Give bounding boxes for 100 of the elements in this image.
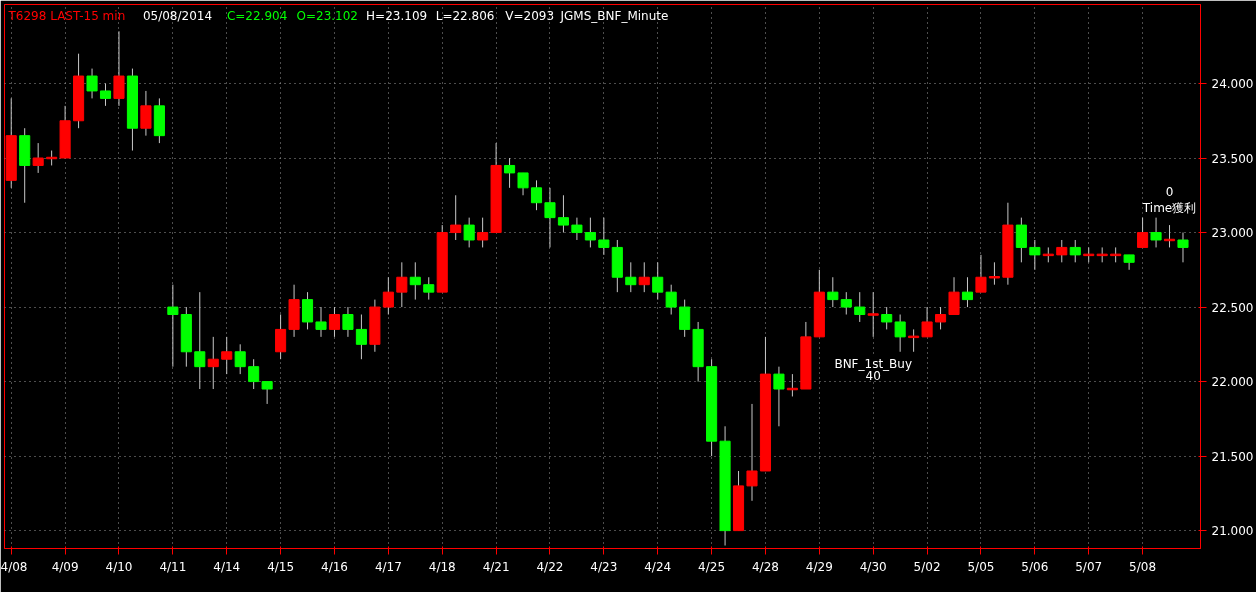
y-tick-label: 24.000	[1211, 76, 1254, 91]
y-tick-label: 21.000	[1211, 524, 1254, 539]
candlestick	[988, 261, 1000, 286]
candlestick	[221, 336, 233, 375]
x-tick-label: 5/08	[1129, 559, 1157, 574]
candlestick	[827, 276, 839, 308]
x-tick-label: 4/10	[105, 559, 133, 574]
candlestick	[86, 68, 98, 99]
candlestick	[665, 284, 677, 316]
candlestick	[234, 343, 246, 375]
candlestick	[423, 276, 435, 301]
candlestick	[840, 291, 852, 316]
candlestick	[409, 261, 421, 301]
candlestick	[544, 187, 556, 248]
x-tick-label: 5/06	[1021, 559, 1049, 574]
candlestick	[328, 306, 341, 338]
candlestick	[517, 172, 529, 196]
x-tick-label: 5/02	[913, 559, 941, 574]
candlestick	[396, 261, 408, 308]
candlestick	[355, 314, 367, 360]
x-tick-label: 4/16	[321, 559, 348, 574]
x-tick-label: 4/23	[590, 559, 618, 574]
candlestick	[32, 142, 44, 174]
annotation: V=2093	[505, 8, 555, 23]
candlestick	[477, 217, 489, 248]
annotation: BNF_1st_Buy	[834, 356, 913, 371]
x-tick-label: 4/18	[428, 559, 456, 574]
candlestick	[504, 157, 516, 189]
annotation: C=22.904	[226, 8, 288, 23]
candlestick	[382, 276, 394, 316]
candlestick	[935, 306, 947, 330]
x-tick-label: 4/30	[859, 559, 887, 574]
candlestick	[652, 261, 664, 301]
candlestick	[598, 217, 610, 256]
candlestick	[557, 194, 569, 234]
annotation: 0	[1165, 184, 1174, 199]
candlestick	[679, 299, 691, 338]
candlestick	[867, 291, 879, 338]
y-tick-label: 23.500	[1211, 151, 1254, 166]
candlestick	[1069, 239, 1081, 263]
candlestick	[961, 276, 974, 308]
x-tick-label: 4/09	[51, 559, 79, 574]
x-tick-label: 4/08	[0, 559, 28, 574]
annotation: O=23.102	[296, 8, 358, 23]
candlestick	[463, 217, 475, 248]
candlestick	[908, 328, 920, 353]
x-tick-label: 5/05	[967, 559, 995, 574]
candlestick	[301, 291, 314, 330]
y-tick-label: 22.500	[1211, 300, 1254, 315]
candlestick	[921, 306, 933, 338]
candlestick	[571, 217, 583, 241]
candlestick	[584, 217, 596, 248]
candlestick	[638, 261, 650, 293]
x-tick-label: 4/22	[536, 559, 564, 574]
annotation: L=22.806	[435, 8, 495, 23]
y-tick-label: 22.000	[1211, 375, 1254, 390]
x-tick-label: 4/28	[751, 559, 779, 574]
candlestick	[894, 314, 906, 353]
candlestick	[342, 306, 354, 338]
candlestick	[1015, 217, 1027, 263]
candlestick	[1137, 217, 1149, 248]
y-tick-label: 23.000	[1211, 226, 1254, 241]
candlestick	[315, 306, 327, 338]
candlestick	[261, 381, 273, 405]
candlestick	[450, 194, 462, 241]
candlestick	[275, 314, 287, 360]
x-tick-label: 4/25	[698, 559, 726, 574]
candlestick	[746, 403, 758, 502]
candlestick	[167, 284, 179, 368]
x-tick-label: 4/15	[267, 559, 295, 574]
candlestick	[99, 82, 112, 107]
annotation: JGMS_BNF_Minute	[559, 8, 669, 23]
candlestick	[194, 291, 206, 390]
candlestick	[854, 291, 866, 323]
x-tick-label: 4/17	[374, 559, 402, 574]
candlestick	[1177, 232, 1189, 263]
candlestick	[881, 306, 893, 330]
candlestick	[1056, 239, 1068, 263]
candlestick	[140, 90, 152, 137]
candlestick	[1029, 239, 1041, 271]
candlestick	[948, 276, 960, 316]
candlestick	[975, 254, 987, 293]
candlestick	[773, 366, 785, 427]
x-tick-label: 4/24	[644, 559, 672, 574]
annotation: 05/08/2014	[142, 8, 213, 23]
x-tick-label: 4/29	[805, 559, 833, 574]
candlestick	[248, 358, 260, 390]
candlestick	[1123, 254, 1135, 271]
chart-title: T6298 LAST-15 min	[7, 8, 126, 23]
annotation: H=23.109	[366, 8, 428, 23]
annotation: 40	[865, 368, 881, 383]
candlestick	[1150, 217, 1162, 248]
x-tick-label: 4/11	[159, 559, 187, 574]
x-tick-label: 5/07	[1075, 559, 1103, 574]
candlestick	[207, 336, 219, 390]
candlestick	[530, 179, 543, 211]
x-tick-label: 4/14	[213, 559, 241, 574]
y-tick-label: 21.500	[1211, 449, 1254, 464]
candlestick	[113, 30, 125, 107]
annotation: Time獲利	[1141, 200, 1197, 215]
